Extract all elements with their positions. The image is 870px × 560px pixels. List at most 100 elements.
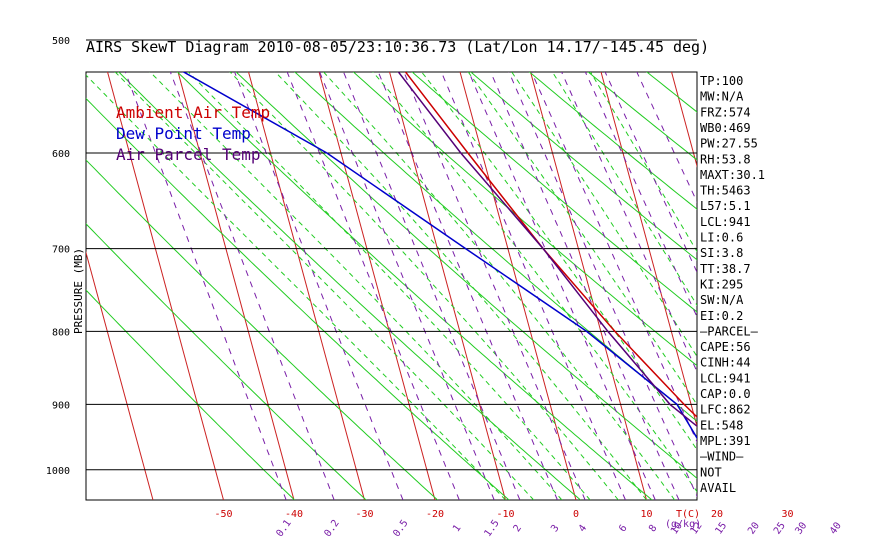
pressure-tick-label: 900: [52, 400, 70, 411]
legend-air-parcel-temp: Air Parcel Temp: [116, 145, 261, 164]
legend-ambient-temp: Ambient Air Temp: [116, 103, 270, 122]
mixing-ratio-line: [490, 72, 680, 500]
stability-index: MW:N/A: [700, 90, 744, 104]
stability-index: EL:548: [700, 418, 743, 432]
bottom-temperature-label: 10: [640, 509, 652, 520]
moist-adiabat-line: [420, 72, 697, 451]
dry-adiabat-line: [176, 72, 653, 500]
ambient-temp-line: [404, 72, 697, 419]
isotherm-line: [107, 72, 224, 500]
isotherm-line: [530, 72, 647, 500]
mixing-ratio-label: 0.2: [322, 518, 341, 539]
bottom-temperature-label: 20: [711, 509, 723, 520]
stability-index: KI:295: [700, 277, 743, 291]
dry-adiabat-line: [587, 72, 697, 161]
stability-index: TH:5463: [700, 184, 751, 198]
mixing-ratio-label: 1.5: [482, 518, 501, 539]
plot-area: [0, 0, 870, 501]
moist-adiabat-line: [86, 74, 506, 500]
dry-adiabat-line: [86, 97, 510, 500]
mixing-ratio-label: 3: [549, 523, 561, 534]
dry-adiabat-line: [86, 223, 367, 500]
stability-index: NOT: [700, 465, 722, 479]
stability-index: CINH:44: [700, 356, 751, 370]
stability-index: RH:53.8: [700, 152, 751, 166]
bottom-temperature-label: -20: [426, 509, 444, 520]
legend-dew-point-temp: Dew Point Temp: [116, 124, 251, 143]
stability-index: TP:100: [700, 74, 743, 88]
mixing-ratio-line: [508, 72, 697, 498]
dry-adiabat-line: [81, 0, 870, 500]
mixing-ratio-line: [169, 72, 335, 500]
isotherm-line: [600, 72, 697, 429]
moist-adiabat-line: [322, 72, 676, 500]
dry-adiabat-line: [260, 0, 870, 500]
dew-point-line: [182, 72, 697, 440]
dry-adiabat-line: [528, 72, 697, 210]
mixing-ratio-label: 6: [617, 523, 629, 534]
bottom-temperature-label: 30: [781, 509, 793, 520]
moist-adiabat-line: [187, 72, 591, 500]
stability-index: EI:0.2: [700, 309, 743, 323]
dry-adiabat-line: [294, 72, 697, 422]
isotherm-line: [0, 0, 83, 500]
mixing-ratio-label: 2: [512, 523, 524, 534]
moist-adiabat-line: [229, 72, 619, 500]
mixing-ratio-label: 0.5: [391, 518, 410, 539]
stability-index: LCL:941: [700, 371, 751, 385]
isotherm-line: [248, 72, 365, 500]
pressure-tick-labels: 1002003004005006007008009001000: [46, 36, 70, 477]
plot-frame: [85, 71, 698, 501]
mixing-ratio-line: [440, 72, 626, 500]
dry-adiabat-line: [235, 72, 697, 479]
dry-adiabat-line: [45, 0, 870, 500]
bottom-temperature-label: -30: [355, 509, 373, 520]
stability-index: MPL:391: [700, 434, 751, 448]
stability-index: —PARCEL—: [700, 324, 759, 338]
stability-index: AVAIL: [700, 481, 736, 495]
dry-adiabat-line: [86, 289, 295, 500]
isotherm-line: [389, 72, 506, 500]
dry-adiabat-line: [189, 0, 870, 500]
pressure-tick-label: 1000: [46, 466, 70, 477]
pressure-tick-label: 700: [52, 245, 70, 256]
dry-adiabat-lines: [45, 0, 870, 500]
mixing-ratio-line: [342, 72, 521, 500]
mixing-ratio-label: 1: [451, 523, 463, 534]
mixing-ratio-line: [377, 72, 558, 500]
stability-index: FRZ:574: [700, 105, 751, 119]
stability-index: MAXT:30.1: [700, 168, 765, 182]
dry-adiabat-line: [86, 159, 438, 500]
chart-title: AIRS SkewT Diagram 2010-08-05/23:10:36.7…: [86, 38, 709, 56]
mixing-ratio-line: [319, 72, 495, 500]
mixing-ratio-labels: 0.1 0.2 0.5 1 1.5 2 3 4 6 8 10 12 15 20 25 30 40(g/kg): [274, 518, 843, 539]
dry-adiabat-line: [411, 72, 697, 313]
mixing-ratio-line: [403, 72, 586, 500]
isotherm-line: [459, 72, 577, 500]
stability-index: LCL:941: [700, 215, 751, 229]
mixing-ratio-label: 8: [647, 523, 659, 534]
bottom-temperature-labels: -50 -40 -30 -20 -10 0 10 20 30: [214, 509, 793, 520]
pressure-tick-label: 500: [52, 36, 70, 47]
moist-adiabat-line: [589, 72, 697, 253]
pressure-tick-label: 600: [52, 149, 70, 160]
stability-index: LI:0.6: [700, 231, 743, 245]
isotherm-line: [318, 72, 436, 500]
mixing-ratio-line: [124, 72, 287, 500]
pressure-tick-label: 800: [52, 327, 70, 338]
mixing-ratio-label: 25: [772, 520, 788, 536]
bottom-unit-label: T(C): [676, 509, 700, 520]
mixing-ratio-label: 40: [828, 520, 844, 536]
mixing-ratio-label: 30: [793, 520, 809, 536]
mixing-ratio-label: 0.1: [274, 518, 293, 539]
bottom-temperature-label: 0: [573, 509, 579, 520]
isotherm-line: [177, 72, 295, 500]
air-parcel-line: [397, 72, 697, 428]
moist-adiabat-line: [467, 72, 697, 406]
stability-index: SW:N/A: [700, 293, 744, 307]
mixing-ratio-line: [561, 72, 697, 373]
mixing-ratio-unit: (g/kg): [665, 519, 701, 530]
pressure-axis-label: PRESSURE (MB): [72, 248, 85, 334]
